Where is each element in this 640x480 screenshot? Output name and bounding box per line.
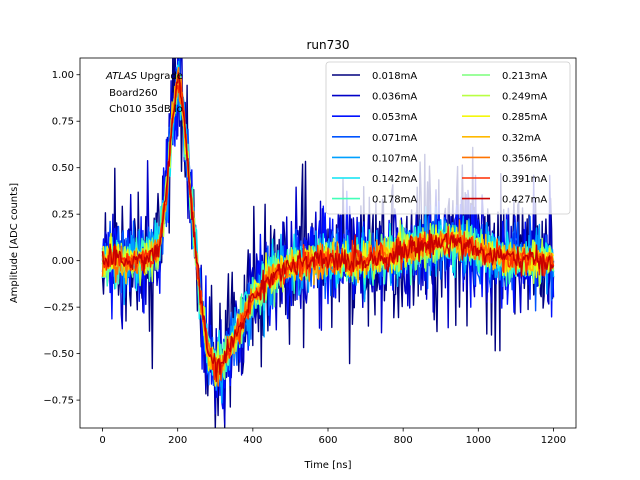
legend-label: 0.178mA [372,195,417,206]
annotation-channel: Ch010 35dB lo [106,104,183,115]
y-axis: −0.75 −0.50 −0.25 0.00 0.25 0.50 0.75 1.00 [43,70,80,407]
x-axis: 0 200 400 600 800 1000 1200 [99,428,566,446]
legend-label: 0.391mA [502,174,547,185]
atlas-annotation: ATLAS Upgrade Board260 Ch010 35dB lo [105,71,183,115]
y-tick-label: 0.75 [52,117,74,128]
chart-title: run730 [306,38,349,52]
x-tick-label: 600 [318,435,337,446]
x-axis-label: Time [ns] [303,460,351,471]
y-tick-label: 1.00 [52,70,74,81]
annotation-atlas: ATLAS [105,71,138,82]
y-axis-label: Amplitude [ADC counts] [9,183,20,303]
series-line [101,58,555,410]
y-tick-label: 0.00 [52,256,74,267]
legend-label: 0.213mA [502,71,547,82]
legend-label: 0.249mA [502,92,547,103]
x-tick-label: 800 [394,435,413,446]
legend-label: 0.053mA [372,112,417,123]
x-tick-label: 200 [168,435,187,446]
x-tick-label: 0 [99,435,105,446]
legend-label: 0.036mA [372,92,417,103]
series-layer [101,58,555,428]
legend-label: 0.107mA [372,153,417,164]
y-tick-label: 0.25 [52,210,74,221]
legend-label: 0.32mA [502,133,541,144]
legend-label: 0.018mA [372,71,417,82]
x-tick-label: 400 [243,435,262,446]
legend-label: 0.285mA [502,112,547,123]
svg-text:ATLAS Upgrade: ATLAS Upgrade [105,71,183,82]
y-tick-label: −0.50 [43,349,74,360]
legend-label: 0.142mA [372,174,417,185]
y-tick-label: −0.25 [43,303,74,314]
legend-label: 0.427mA [502,195,547,206]
legend-frame [325,61,571,215]
series-line [101,72,555,383]
legend-label: 0.356mA [502,153,547,164]
x-tick-label: 1000 [466,435,491,446]
legend: 0.018mA 0.036mA 0.053mA 0.071mA 0.107mA 0.142… [325,61,571,215]
y-tick-label: 0.50 [52,163,74,174]
legend-label: 0.071mA [372,133,417,144]
x-tick-label: 1200 [541,435,566,446]
annotation-upgrade: Upgrade [137,71,183,82]
annotation-board: Board260 [106,88,158,99]
y-tick-label: −0.75 [43,396,74,407]
